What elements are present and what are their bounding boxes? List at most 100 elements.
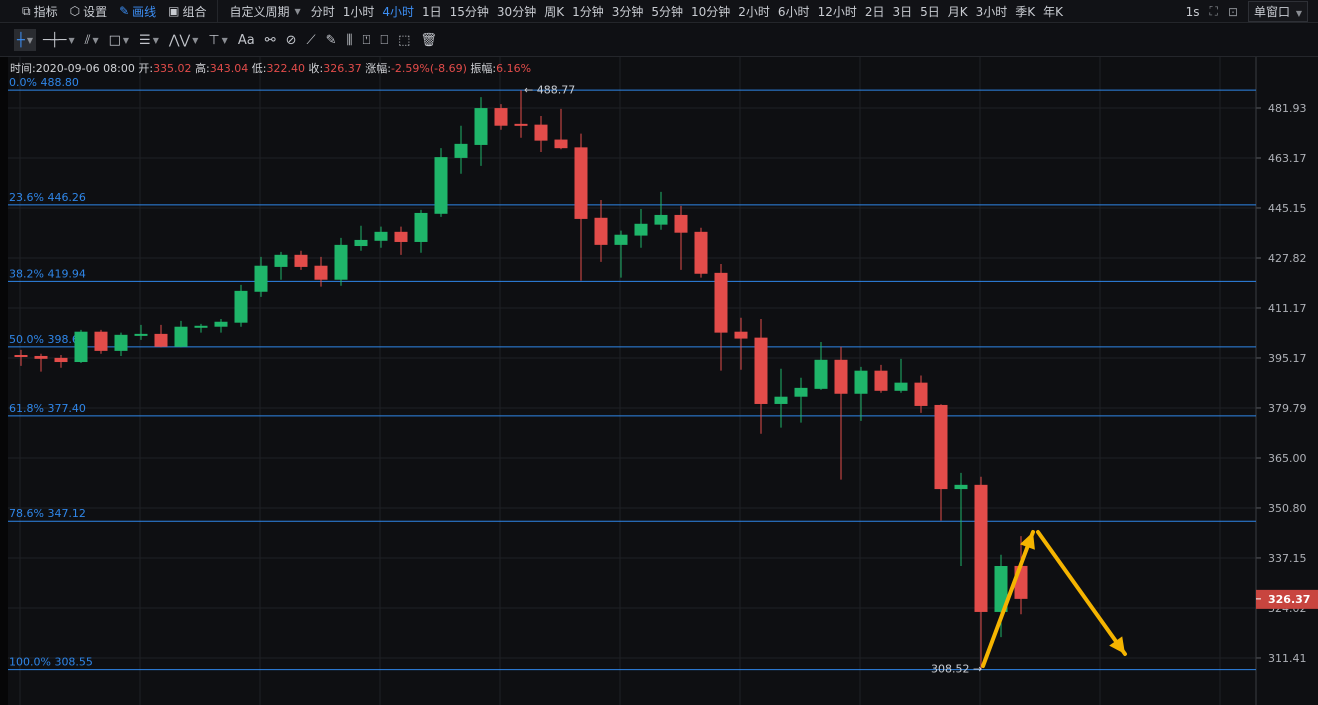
crosshair-tool[interactable]: ┼ ▼ [14, 29, 36, 51]
add-window-icon[interactable]: ⊡ [1227, 4, 1238, 19]
fib-label: 50.0% 398.67 [9, 333, 86, 346]
period-tab[interactable]: 分时 [310, 4, 335, 19]
candle-body [894, 382, 908, 391]
text-tool[interactable]: Aa [235, 29, 258, 51]
price-axis-label: 350.80 [1268, 502, 1307, 515]
combine-label: 组合 [182, 4, 207, 19]
lock-tool[interactable]: ⍞ [360, 29, 374, 51]
candle-body [914, 382, 928, 406]
candle-body [314, 265, 328, 280]
parallel-lines-tool[interactable]: ☰ ▼ [136, 29, 162, 51]
chevron-down-icon[interactable]: ▼ [221, 35, 228, 45]
period-tab[interactable]: 4小时 [382, 4, 414, 19]
price-axis-label: 445.15 [1268, 202, 1307, 215]
settings-bars-icon: ⫼ [346, 32, 353, 48]
price-axis-label: 337.15 [1268, 552, 1307, 565]
period-tab[interactable]: 季K [1015, 4, 1036, 19]
period-tab[interactable]: 1分钟 [572, 4, 604, 19]
brush-tool[interactable]: ✎ [323, 29, 340, 51]
custom-period-dropdown[interactable]: 自定义周期 ▼ [224, 0, 307, 23]
chevron-down-icon[interactable]: ▼ [122, 35, 130, 45]
trash-tool[interactable]: 🗑 [417, 29, 440, 51]
chevron-down-icon[interactable]: ▼ [68, 35, 75, 45]
refresh-interval[interactable]: 1s [1185, 4, 1200, 19]
candle-body [134, 333, 148, 336]
candle-body [594, 217, 608, 245]
text-icon: Aa [237, 32, 255, 48]
period-tab[interactable]: 30分钟 [496, 4, 537, 19]
period-tab[interactable]: 3日 [892, 4, 913, 19]
price-axis-label: 379.79 [1268, 402, 1307, 415]
window-mode-dropdown[interactable]: 单窗口 ▼ [1248, 1, 1308, 22]
period-tab[interactable]: 月K [947, 4, 968, 19]
time-value: 2020-09-06 08:00 [35, 62, 135, 75]
price-axis-label: 395.17 [1268, 352, 1307, 365]
period-tab[interactable]: 10分钟 [691, 4, 731, 19]
bookmark-tool[interactable]: ⎕ [377, 29, 391, 51]
period-tab[interactable]: 5分钟 [651, 4, 683, 19]
price-axis-label: 463.17 [1268, 152, 1307, 165]
ruler-tool[interactable]: ⟋ [304, 29, 319, 51]
open-label: 开: [138, 62, 154, 75]
arrow-shaft [981, 530, 1035, 668]
hide-tool[interactable]: ⬚ [395, 29, 413, 51]
horizontal-line-icon: ─┼─ [42, 32, 67, 48]
candle-body [774, 396, 788, 404]
combine-button[interactable]: ▣ 组合 [162, 0, 212, 23]
amplitude-label: 振幅: [470, 62, 497, 75]
settings-bars-tool[interactable]: ⫼ [344, 29, 356, 51]
period-tab[interactable]: 周K [544, 4, 565, 19]
period-tab[interactable]: 1小时 [342, 4, 375, 19]
period-tab[interactable]: 年K [1043, 4, 1064, 19]
candle-body [614, 234, 628, 245]
candle-body [834, 359, 848, 394]
measure-tool[interactable]: ⊤ ▼ [205, 29, 230, 51]
period-tab[interactable]: 15分钟 [449, 4, 489, 19]
period-tab[interactable]: 2日 [864, 4, 885, 19]
high-value: 343.04 [209, 62, 249, 75]
candle-body [454, 143, 468, 158]
settings-label: 设置 [83, 4, 108, 19]
candle-body [194, 325, 208, 328]
candle-body [154, 333, 168, 347]
link-tool[interactable]: ⊘ [283, 29, 300, 51]
amplitude-value: 6.16% [496, 62, 532, 75]
candle-body [74, 331, 88, 363]
period-tab[interactable]: 12小时 [817, 4, 857, 19]
candle-body [114, 334, 128, 351]
window-mode-label: 单窗口 [1254, 5, 1291, 19]
link-icon: ⊘ [285, 32, 297, 48]
last-price-badge [1256, 589, 1318, 609]
wave-tool[interactable]: ⋀⋁ ▼ [166, 29, 201, 51]
top-toolbar: ⧉ 指标 ⬡ 设置 ✎ 画线 ▣ 组合 自定义周期 ▼ 分时 1小时 4小时 1日 15分钟 30分… [0, 0, 1318, 23]
magnet-icon: ⚯ [264, 32, 276, 48]
horizontal-line-tool[interactable]: ─┼─ ▼ [40, 29, 78, 51]
chevron-down-icon[interactable]: ▼ [92, 35, 99, 45]
change-label: 涨幅: [365, 62, 391, 75]
period-tab[interactable]: 1日 [422, 4, 442, 19]
candle-body [214, 321, 228, 327]
fullscreen-icon[interactable]: ⛶ [1209, 4, 1218, 18]
chevron-down-icon[interactable]: ▼ [152, 35, 159, 45]
rectangle-tool[interactable]: □ ▼ [106, 29, 132, 51]
period-tab[interactable]: 3分钟 [611, 4, 644, 19]
candle-body [34, 355, 48, 359]
settings-button[interactable]: ⬡ 设置 [64, 0, 114, 23]
period-tab[interactable]: 5日 [920, 4, 940, 19]
rectangle-icon: □ [108, 32, 121, 48]
trend-line-tool[interactable]: ⫽ ▼ [82, 29, 102, 51]
period-tab[interactable]: 2小时 [738, 4, 770, 19]
change-value: -2.59%(-8.69) [390, 62, 467, 75]
indicator-button[interactable]: ⧉ 指标 [16, 0, 64, 23]
magnet-tool[interactable]: ⚯ [262, 29, 279, 51]
period-tab[interactable]: 6小时 [777, 4, 810, 19]
wave-icon: ⋀⋁ [168, 32, 191, 48]
candle-body [794, 387, 808, 397]
period-tab[interactable]: 3小时 [975, 4, 1008, 19]
gear-icon: ⬡ [69, 4, 81, 18]
draw-line-button[interactable]: ✎ 画线 [113, 0, 162, 23]
chevron-down-icon[interactable]: ▼ [192, 35, 199, 45]
chevron-down-icon[interactable]: ▼ [26, 35, 33, 45]
candle-body [294, 254, 308, 267]
